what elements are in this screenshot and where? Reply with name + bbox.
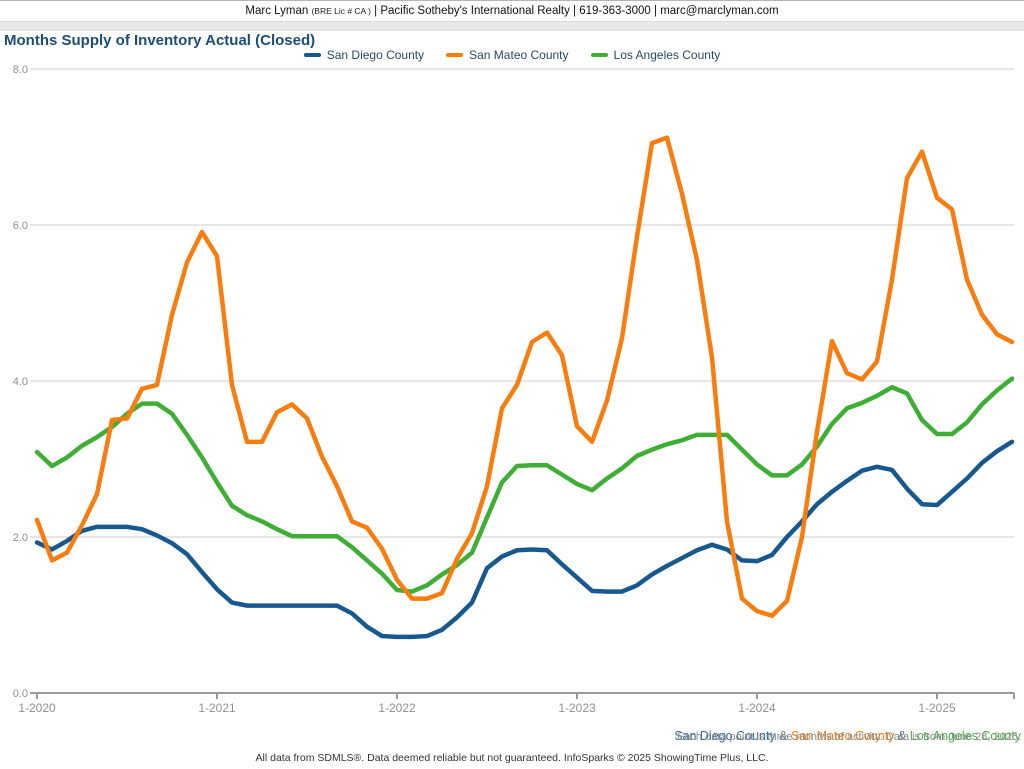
chart-legend: San Diego County San Mateo County Los An… [0, 47, 1024, 63]
disclaimer: All data from SDMLS®. Data deemed reliab… [255, 752, 769, 764]
agent-license: (BRE Lic # CA ) [311, 6, 371, 16]
x-tick-label: 1-2023 [558, 701, 596, 715]
legend-label-san-diego: San Diego County [326, 48, 425, 62]
x-tick-label: 1-2020 [18, 701, 56, 715]
contact-details: | Pacific Sotheby's International Realty… [370, 5, 779, 17]
y-tick-label: 0.0 [13, 688, 28, 700]
legend-label-los-angeles: Los Angeles County [613, 48, 721, 62]
y-tick-label: 2.0 [13, 532, 28, 544]
legend-item-san-mateo[interactable]: San Mateo County [446, 48, 569, 62]
legend-label-san-mateo: San Mateo County [469, 48, 569, 62]
x-tick-label: 1-2024 [738, 701, 776, 715]
footer-county-line: San Diego County & San Mateo County & Lo… [667, 715, 1021, 743]
legend-item-san-diego[interactable]: San Diego County [303, 48, 425, 62]
page-title: Months Supply of Inventory Actual (Close… [4, 32, 316, 49]
series-line-san-diego-county [34, 439, 1015, 640]
legend-item-los-angeles[interactable]: Los Angeles County [590, 48, 721, 62]
legend-swatch-san-diego [303, 53, 321, 57]
footer-ampersand: & [894, 729, 910, 743]
y-tick-label: 8.0 [13, 64, 28, 76]
data-note: Each data point is three months of activ… [676, 731, 1021, 743]
footer-county-los-angeles: Los Angeles County [909, 729, 1021, 743]
footer-ampersand: & [775, 729, 791, 743]
y-tick-label: 6.0 [13, 220, 28, 232]
agent-name: Marc Lyman [245, 5, 309, 17]
x-tick-label: 1-2021 [198, 701, 236, 715]
header-divider-band [0, 21, 1024, 31]
x-tick-label: 1-2025 [918, 701, 956, 715]
series-line-los-angeles-county [34, 376, 1015, 594]
y-tick-label: 4.0 [13, 376, 28, 388]
legend-swatch-los-angeles [590, 53, 608, 57]
x-tick-label: 1-2022 [378, 701, 416, 715]
series-line-san-mateo-county [34, 135, 1015, 619]
legend-swatch-san-mateo [446, 53, 464, 57]
footer-county-san-mateo: San Mateo County [790, 729, 895, 743]
footer-county-san-diego: San Diego County [674, 729, 776, 743]
contact-header: Marc Lyman (BRE Lic # CA ) | Pacific Sot… [0, 1, 1024, 21]
